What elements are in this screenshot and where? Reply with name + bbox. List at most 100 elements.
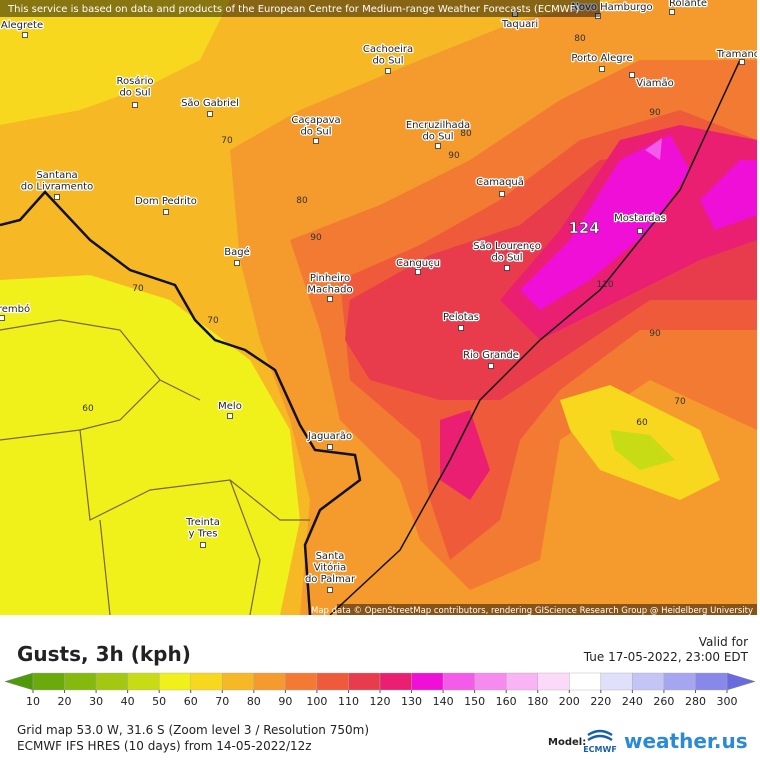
colorbar-tick-label: 280 [685,695,706,708]
city-label: Rosário [117,75,154,87]
city-marker [0,315,5,321]
city-label: São Lourenço [473,241,541,252]
colorbar-tick-label: 90 [278,695,292,708]
city-label: Dom Pedrito [135,196,197,207]
colorbar-box [158,672,191,691]
colorbar-tick-label: 200 [559,695,580,708]
colorbar-tick-label: 260 [653,695,674,708]
city-label: Santa [316,551,345,562]
city-marker [327,587,333,593]
city-label: do Sul [300,127,331,138]
field [610,430,675,470]
city-marker [488,363,494,369]
city-label: Machado [307,285,352,296]
city-marker [163,209,169,215]
attribution-bg [337,604,757,615]
field [0,275,300,615]
city-marker [54,194,60,200]
city-label: Treinta [185,517,220,528]
field [645,138,662,160]
city-label: rembó [0,303,30,315]
city-label: Alegrete [1,20,43,31]
colorbar-box [95,672,128,691]
contour-label: 110 [596,280,613,290]
colorbar-box [222,672,255,691]
city-marker [385,68,391,74]
city-label: Porto Alegre [571,53,632,64]
colorbar-tick-label: 70 [215,695,229,708]
legend-title: Gusts, 3h (kph) [17,642,191,666]
city-marker [499,191,505,197]
colorbar-tick-label: 150 [464,695,485,708]
colorbar-box [64,672,97,691]
colorbar-tick-label: 110 [338,695,359,708]
attribution: Map data © OpenStreetMap contributors, r… [311,606,753,616]
city-marker [504,265,510,271]
model-logo: ECMWF [583,745,617,754]
colorbar-box [442,672,475,691]
city-label: Caçapava [291,115,340,126]
model-run: ECMWF IFS HRES (10 days) from 14-05-2022… [17,739,312,753]
contour-label: 90 [649,108,661,118]
city-marker [415,269,421,275]
banner-bg [0,0,600,17]
contour-label: 70 [221,136,233,146]
coastline [329,59,741,615]
field [440,410,490,500]
colorbar-tick-label: 60 [184,695,198,708]
border [0,190,362,615]
colorbar-tick-label: 50 [152,695,166,708]
colorbar-box [379,672,412,691]
city-label: Bagé [224,246,250,258]
colorbar-box [127,672,160,691]
brand: weather.us [624,729,748,753]
city-label: do Palmar [305,574,356,585]
city-label: Melo [218,401,242,412]
colorbar-tick-label: 100 [306,695,327,708]
colorbar-tick-label: 30 [89,695,103,708]
valid-label: Valid for [699,635,748,649]
city-marker [739,59,745,65]
contour-label: 70 [207,316,219,326]
city-marker [313,138,319,144]
colorbar-box [537,672,570,691]
city-label: Novo Hamburgo [571,2,652,13]
city-marker [234,260,240,266]
city-label: Rio Grande [463,350,519,361]
city-label: do Sul [372,56,403,67]
colorbar-box [32,672,65,691]
city-label: São Gabriel [181,98,239,109]
contour-label: 60 [636,418,648,428]
colorbar-arrow-under [4,672,34,691]
colorbar-tick-label: 240 [622,695,643,708]
city-label: do Sul [422,132,453,143]
colorbar-tick-label: 160 [496,695,517,708]
field [700,160,757,230]
contour-label: 90 [448,151,460,161]
colorbar-box [474,672,507,691]
peak-label: 124 [568,219,599,237]
contour-label: 70 [132,284,144,294]
city-marker [435,143,441,149]
city-marker [637,228,643,234]
city-label: Canguçu [396,258,440,269]
city-label: Cachoeira [363,44,413,55]
colorbar-box [348,672,381,691]
city-label: Encruzilhada [406,120,470,131]
colorbar-box [632,672,665,691]
colorbar-tick-label: 20 [58,695,72,708]
model-label: Model: [548,737,586,748]
city-marker [599,66,605,72]
city-marker [22,32,28,38]
colorbar-tick-label: 130 [401,695,422,708]
colorbar-box [190,672,223,691]
field [0,0,230,125]
city-label: Mostardas [614,213,666,224]
colorbar-tick-label: 180 [527,695,548,708]
city-label: Vitória [314,562,346,574]
valid-time: Tue 17-05-2022, 23:00 EDT [583,650,749,664]
city-label: Santana [36,170,77,181]
colorbar-tick-label: 220 [590,695,611,708]
